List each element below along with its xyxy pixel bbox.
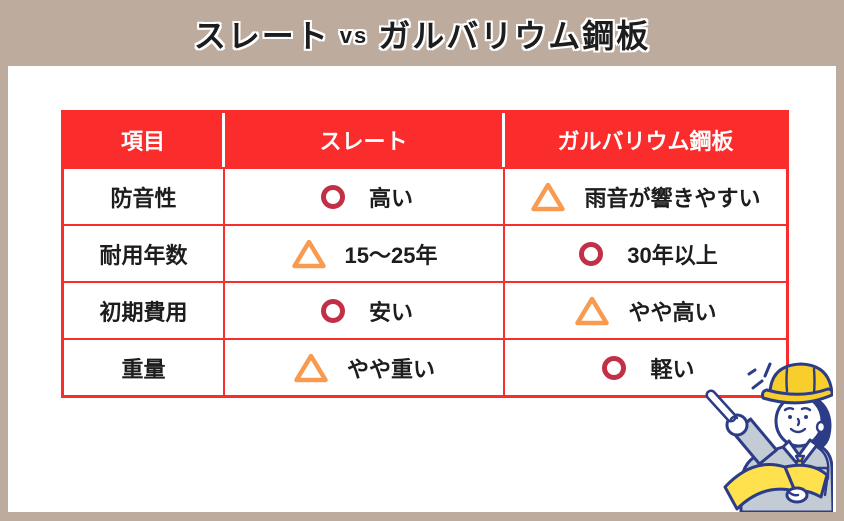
rating-mark — [574, 294, 610, 328]
row-label-weight: 重量 — [64, 338, 225, 395]
info-card: 項目 スレート ガルバリウム鋼板 防音性 高い 雨音が響きやすい 耐用年 — [8, 66, 836, 512]
slate-value-cell: やや重い — [225, 338, 505, 395]
header-cell-slate: スレート — [225, 113, 505, 167]
comparison-table: 項目 スレート ガルバリウム鋼板 防音性 高い 雨音が響きやすい 耐用年 — [61, 110, 789, 398]
value-label: やや重い — [346, 356, 435, 382]
value-label: 安い — [368, 299, 413, 325]
galvalume-value-cell: 軽い — [505, 338, 786, 395]
circle-mark-icon — [602, 355, 627, 380]
rating-mark — [315, 294, 351, 328]
value-label: 30年以上 — [627, 242, 718, 268]
title-band: スレート vs ガルバリウム鋼板 — [0, 0, 844, 67]
title-slate: スレート — [193, 17, 330, 54]
title-galvalume: ガルバリウム鋼板 — [378, 17, 651, 54]
construction-worker-illustration — [705, 362, 833, 512]
circle-mark-icon — [320, 184, 345, 209]
face-features — [783, 407, 812, 434]
galvalume-value-cell: やや高い — [505, 281, 786, 338]
rating-mark — [315, 180, 351, 214]
value-label: 雨音が響きやすい — [584, 185, 761, 211]
rating-mark — [291, 237, 327, 271]
rating-mark — [573, 237, 609, 271]
holding-hand — [785, 486, 809, 504]
galvalume-value-cell: 雨音が響きやすい — [505, 167, 786, 224]
row-label-soundproofing: 防音性 — [64, 167, 225, 224]
value-label: やや高い — [628, 299, 717, 325]
circle-mark-icon — [579, 241, 604, 266]
triangle-mark-icon — [291, 239, 326, 268]
circle-mark-icon — [320, 298, 345, 323]
rating-mark — [530, 180, 566, 214]
title-vs: vs — [339, 22, 369, 48]
hard-hat-icon — [761, 362, 833, 405]
value-label: 軽い — [650, 356, 695, 382]
rating-mark — [293, 351, 329, 385]
page-title: スレート vs ガルバリウム鋼板 — [194, 11, 651, 57]
value-label: 高い — [368, 185, 413, 211]
header-cell-item: 項目 — [64, 113, 225, 167]
row-label-initial-cost: 初期費用 — [64, 281, 225, 338]
triangle-mark-icon — [294, 353, 328, 382]
value-label: 15〜25年 — [344, 242, 438, 268]
ear — [815, 420, 827, 434]
rating-mark — [596, 351, 632, 385]
triangle-mark-icon — [531, 182, 566, 211]
row-label-service-life: 耐用年数 — [64, 224, 225, 281]
pointing-finger — [708, 392, 734, 420]
galvalume-value-cell: 30年以上 — [505, 224, 786, 281]
slate-value-cell: 高い — [225, 167, 505, 224]
header-cell-galvalume: ガルバリウム鋼板 — [505, 113, 786, 167]
pointing-arm — [705, 389, 778, 466]
triangle-mark-icon — [575, 296, 610, 325]
slate-value-cell: 安い — [225, 281, 505, 338]
emphasis-marks-icon — [747, 362, 772, 390]
slate-value-cell: 15〜25年 — [225, 224, 505, 281]
